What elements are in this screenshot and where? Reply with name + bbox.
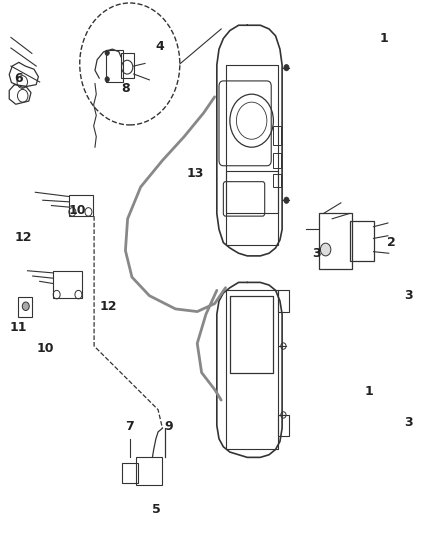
- Bar: [106, 50, 123, 82]
- Text: 11: 11: [10, 321, 28, 334]
- Bar: [272, 174, 281, 187]
- Circle shape: [22, 302, 29, 311]
- Bar: [278, 290, 289, 312]
- Bar: [350, 221, 374, 261]
- Text: 2: 2: [387, 236, 395, 249]
- Text: 13: 13: [187, 167, 204, 180]
- Bar: [18, 297, 32, 317]
- Bar: [278, 415, 289, 436]
- Bar: [319, 214, 352, 269]
- Text: 4: 4: [156, 40, 165, 53]
- Circle shape: [105, 77, 110, 82]
- Circle shape: [284, 64, 289, 71]
- Text: 3: 3: [404, 289, 413, 302]
- Bar: [53, 271, 82, 298]
- Bar: [69, 195, 93, 216]
- Text: 3: 3: [404, 416, 413, 430]
- Text: 7: 7: [125, 420, 134, 433]
- Text: 5: 5: [152, 503, 160, 516]
- Bar: [272, 152, 281, 168]
- Circle shape: [105, 50, 110, 55]
- Bar: [120, 53, 134, 78]
- Text: 3: 3: [313, 247, 321, 260]
- Text: 1: 1: [365, 385, 374, 398]
- Text: 1: 1: [380, 32, 389, 45]
- Text: 8: 8: [121, 83, 130, 95]
- Text: 12: 12: [99, 300, 117, 313]
- Circle shape: [284, 197, 289, 204]
- Text: 12: 12: [14, 231, 32, 244]
- Circle shape: [321, 243, 331, 256]
- Bar: [122, 463, 138, 483]
- Text: 9: 9: [165, 420, 173, 433]
- Text: 10: 10: [36, 342, 54, 355]
- Bar: [272, 126, 281, 144]
- Text: 6: 6: [14, 72, 23, 85]
- Bar: [136, 457, 162, 485]
- Text: 10: 10: [69, 204, 86, 217]
